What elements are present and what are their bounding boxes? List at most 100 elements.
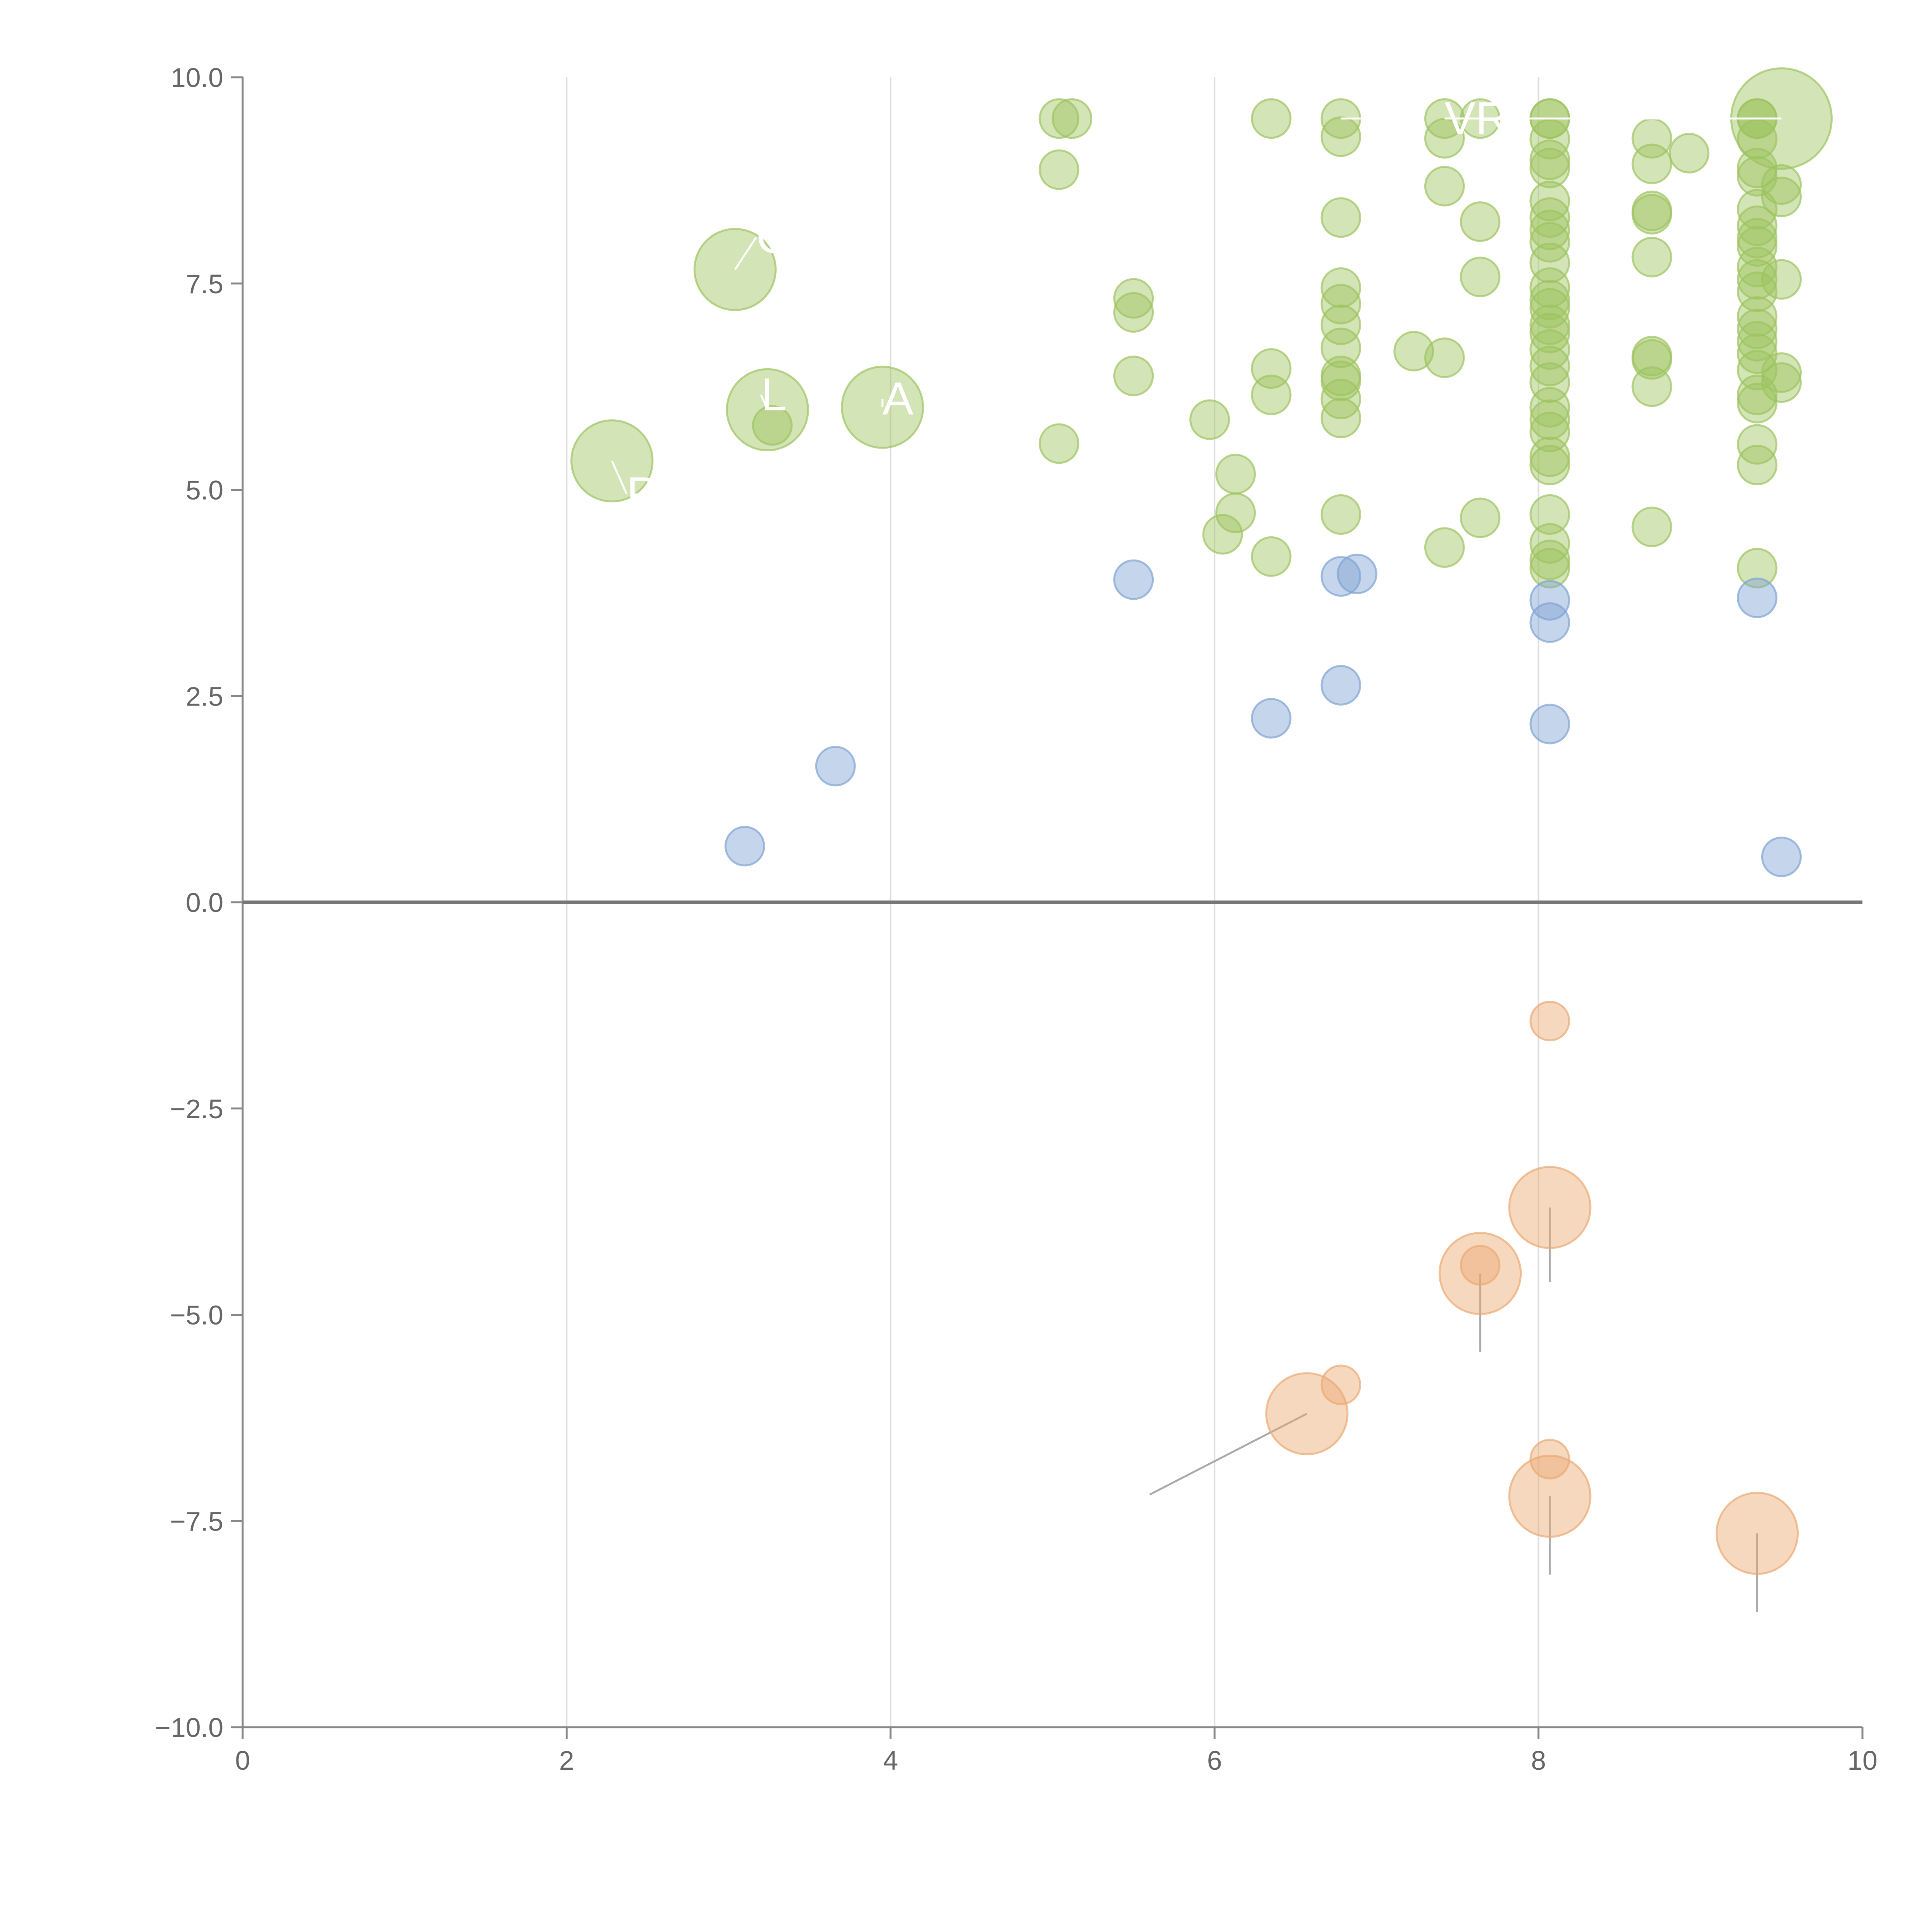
point-0-56 (1529, 548, 1570, 588)
point-0-55 (1529, 539, 1570, 580)
bubble-label-1: L (761, 369, 787, 420)
point-0-101 (1251, 536, 1292, 577)
point-0-60 (1737, 296, 1778, 337)
point-0-98 (1215, 454, 1256, 495)
point-1-10 (1737, 577, 1778, 618)
point-0-68 (1737, 444, 1778, 485)
point-0-27 (1320, 197, 1361, 238)
point-1-1 (815, 746, 856, 787)
point-0-69 (1737, 548, 1778, 588)
point-0-34 (1631, 236, 1672, 277)
bubble-label-0: C (756, 211, 790, 263)
point-2-8 (1716, 1492, 1799, 1575)
point-0-41 (1529, 279, 1570, 320)
point-0-44 (1529, 313, 1570, 354)
point-0-67 (1737, 424, 1778, 465)
point-2-2 (1439, 1232, 1522, 1315)
point-0-61 (1737, 308, 1778, 349)
x-tick-label-4: 8 (1531, 1745, 1546, 1776)
label-leader-0 (734, 236, 757, 270)
point-0-19 (1529, 148, 1570, 189)
point-0-25 (1424, 166, 1465, 207)
point-1-11 (1761, 837, 1802, 878)
point-0-84 (1424, 337, 1465, 378)
point-0-20 (1737, 119, 1778, 160)
point-1-7 (1529, 580, 1570, 621)
point-0-97 (1251, 374, 1292, 415)
point-0-72 (1761, 362, 1802, 403)
point-0-36 (1737, 205, 1778, 246)
point-1-5 (1320, 556, 1361, 597)
y-tick-label-4: 0.0 (186, 888, 223, 918)
point-0-33 (1631, 194, 1672, 235)
point-0-91 (1113, 278, 1154, 319)
bubble-label-2: A (883, 373, 913, 425)
point-0-22 (1737, 156, 1778, 197)
point-0-35 (1737, 189, 1778, 230)
point-2-6 (1529, 1439, 1570, 1480)
point-0-99 (1215, 492, 1256, 533)
point-0-94 (1039, 423, 1080, 464)
point-2-4 (1320, 1364, 1361, 1405)
point-0-81 (1320, 494, 1361, 535)
point-2-7 (1508, 1454, 1592, 1538)
bubble-labels: C L A P M VR (611, 92, 1782, 519)
point-0-37 (1737, 218, 1778, 259)
point-0-43 (1529, 304, 1570, 345)
point-1-6 (1337, 553, 1378, 594)
y-tick-label-8: −10.0 (155, 1713, 223, 1743)
point-0-51 (1529, 436, 1570, 477)
point-2-1 (1508, 1166, 1592, 1249)
data-points (570, 67, 1833, 1575)
x-tick-label-0: 0 (235, 1745, 250, 1776)
point-0-52 (1529, 444, 1570, 485)
point-0-74 (1320, 284, 1361, 325)
y-axis-ticks: 10.0 7.5 5.0 2.5 0.0 −2.5 −5.0 −7.5 −10.0 (155, 63, 243, 1743)
y-tick-label-1: 7.5 (186, 269, 223, 299)
x-tick-label-2: 4 (883, 1745, 898, 1776)
y-tick-label-7: −7.5 (170, 1506, 223, 1536)
point-0-100 (1202, 514, 1243, 555)
point-0-70 (1761, 259, 1802, 300)
point-0-26 (1460, 201, 1501, 242)
point-0-11 (1039, 149, 1080, 190)
bubble-label-4: M (1373, 92, 1412, 144)
point-0-15 (1668, 133, 1709, 173)
point-0-71 (1761, 352, 1802, 393)
point-0-38 (1737, 226, 1778, 267)
point-0-86 (1424, 527, 1465, 568)
y-tick-label-0: 10.0 (171, 63, 223, 93)
point-0-31 (1529, 222, 1570, 263)
point-0-90 (1631, 507, 1672, 548)
point-0-95 (1189, 399, 1230, 440)
point-0-40 (1529, 267, 1570, 308)
point-1-4 (1320, 665, 1361, 706)
label-leader-1 (760, 394, 769, 410)
x-axis-ticks: 0 2 4 6 8 10 (235, 1727, 1878, 1776)
point-0-21 (1737, 148, 1778, 189)
point-0-28 (1529, 180, 1570, 221)
point-0-47 (1529, 362, 1570, 403)
point-0-73 (1320, 267, 1361, 308)
point-0-17 (1529, 119, 1570, 160)
y-tick-label-6: −5.0 (170, 1300, 223, 1330)
point-0-75 (1320, 304, 1361, 345)
point-0-39 (1529, 242, 1570, 283)
point-1-3 (1251, 698, 1292, 739)
point-0-89 (1631, 366, 1672, 407)
x-tick-label-1: 2 (559, 1745, 574, 1776)
point-0-85 (1460, 497, 1501, 538)
leader-line-2 (1149, 1413, 1308, 1496)
point-0-80 (1320, 398, 1361, 439)
point-0-16 (1631, 143, 1672, 184)
point-0-2 (1251, 98, 1292, 139)
point-0-1 (1051, 98, 1092, 139)
point-0-59 (1737, 271, 1778, 312)
point-1-9 (1529, 704, 1570, 745)
point-0-30 (1529, 209, 1570, 250)
point-0-66 (1737, 383, 1778, 423)
point-0-24 (1761, 177, 1802, 218)
leader-lines (1149, 1207, 1759, 1612)
point-0-42 (1529, 288, 1570, 329)
label-leader-3 (611, 460, 628, 495)
